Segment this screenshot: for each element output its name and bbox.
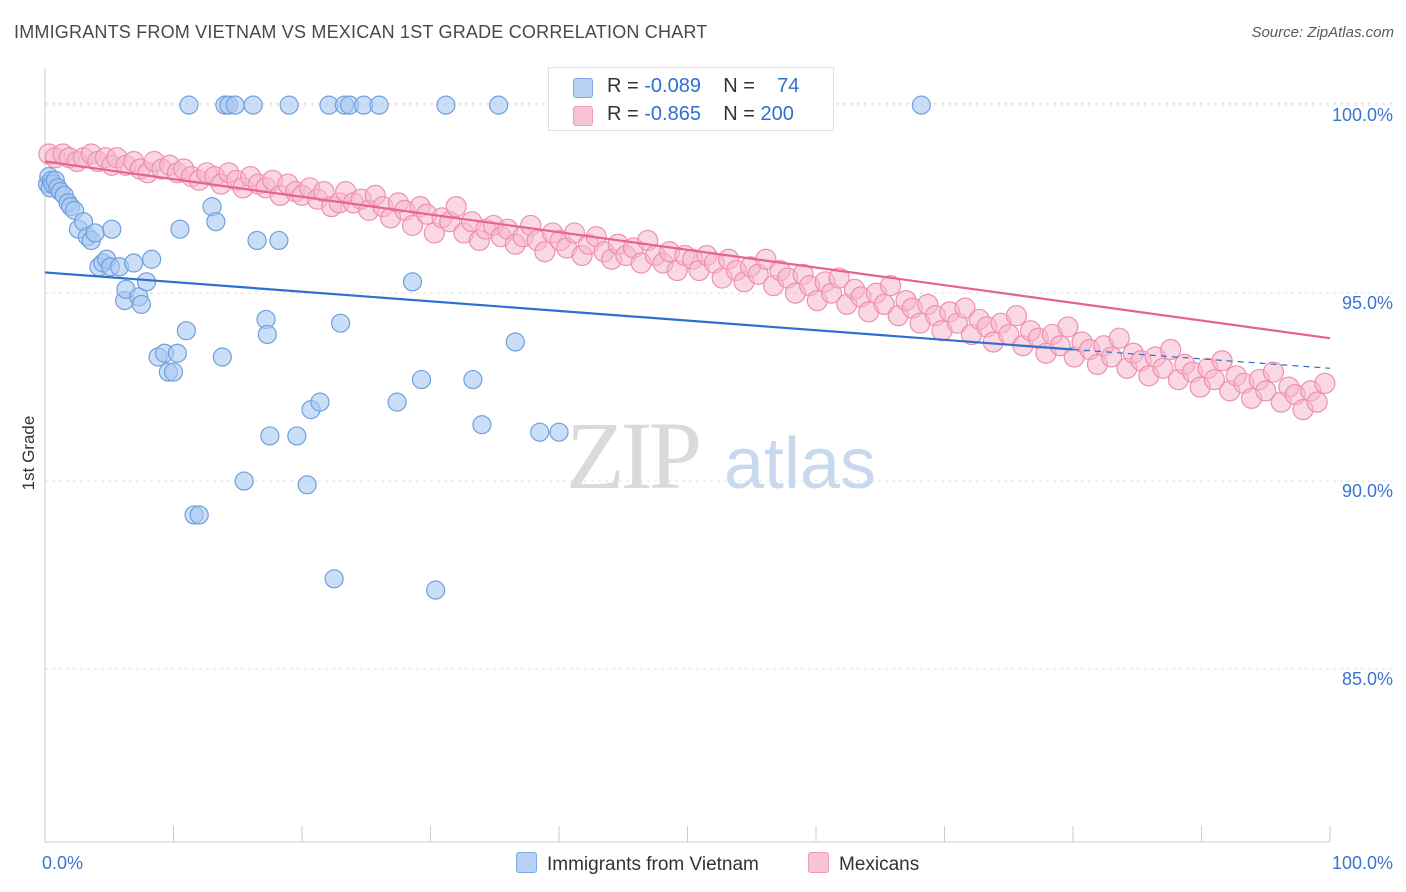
- point-mexicans: [1152, 357, 1174, 379]
- point-vietnam: [163, 362, 184, 382]
- trend-mexicans: [44, 160, 1331, 340]
- point-mexicans: [1160, 338, 1182, 361]
- y-axis-label: 1st Grade: [19, 416, 38, 491]
- point-vietnam: [142, 249, 162, 269]
- y-tick-label: 100.0%: [1332, 105, 1393, 125]
- point-vietnam: [176, 321, 196, 341]
- point-vietnam: [206, 212, 226, 232]
- legend-r-label: R =: [607, 75, 645, 97]
- point-vietnam: [324, 569, 344, 589]
- legend-r-label: R =: [607, 103, 645, 125]
- point-mexicans: [828, 267, 850, 289]
- correlation-legend: R = -0.089 N = 74 R = -0.865 N = 200: [548, 67, 834, 131]
- point-vietnam: [124, 253, 144, 273]
- point-vietnam: [247, 230, 267, 251]
- legend-n-value: 200: [760, 103, 794, 125]
- legend-n-value: 74: [777, 75, 800, 97]
- point-vietnam: [170, 219, 190, 239]
- trend-vietnam-extension: [1072, 348, 1331, 369]
- point-vietnam: [911, 95, 931, 115]
- bottom-legend-swatch-mexicans: [808, 852, 829, 873]
- point-vietnam: [489, 95, 509, 115]
- bottom-legend-mexicans: Mexicans: [808, 852, 919, 876]
- y-tick-label: 85.0%: [1342, 669, 1393, 689]
- point-vietnam: [257, 324, 277, 345]
- point-vietnam: [549, 422, 569, 442]
- point-mexicans: [873, 293, 895, 315]
- y-tick-label: 90.0%: [1342, 481, 1393, 501]
- bottom-legend-label-mexicans: Mexicans: [839, 854, 920, 875]
- point-vietnam: [402, 272, 423, 292]
- watermark: ZIP atlas: [566, 402, 876, 509]
- point-vietnam: [279, 95, 299, 115]
- watermark-zip: ZIP: [566, 402, 699, 509]
- legend-n-label: N =: [723, 75, 761, 97]
- point-vietnam: [426, 580, 446, 600]
- point-mexicans: [1262, 361, 1285, 383]
- y-tick-label: 95.0%: [1342, 293, 1393, 313]
- legend-text-vietnam: R = -0.089 N = 74: [607, 75, 799, 98]
- bottom-legend-vietnam: Immigrants from Vietnam: [516, 852, 759, 876]
- point-mexicans: [401, 214, 424, 237]
- point-vietnam: [387, 392, 407, 412]
- point-mexicans: [1306, 391, 1328, 413]
- point-mexicans: [1005, 305, 1028, 327]
- source-label: Source: ZipAtlas.com: [1251, 24, 1394, 41]
- point-mexicans: [445, 196, 467, 218]
- point-vietnam: [505, 332, 525, 352]
- point-vietnam: [189, 505, 209, 525]
- point-vietnam: [310, 392, 330, 412]
- point-vietnam: [234, 471, 254, 491]
- legend-text-mexicans: R = -0.865 N = 200: [607, 103, 794, 126]
- legend-r-value: -0.865: [644, 103, 701, 125]
- trend-vietnam: [44, 271, 1074, 351]
- point-vietnam: [102, 219, 122, 239]
- point-mexicans: [879, 274, 902, 297]
- point-vietnam: [243, 95, 263, 115]
- series-vietnam: [37, 95, 931, 600]
- point-vietnam: [225, 95, 245, 115]
- point-mexicans: [1203, 368, 1225, 391]
- chart-title: IMMIGRANTS FROM VIETNAM VS MEXICAN 1ST G…: [14, 22, 708, 42]
- point-mexicans: [1255, 380, 1277, 402]
- x-tick-label: 0.0%: [42, 853, 83, 873]
- point-mexicans: [1057, 316, 1079, 338]
- point-mexicans: [534, 241, 556, 263]
- point-vietnam: [330, 313, 351, 333]
- watermark-atlas: atlas: [724, 424, 876, 504]
- series-mexicans: [38, 143, 1336, 421]
- x-tick-label: 100.0%: [1332, 853, 1393, 873]
- trend-lines: [44, 160, 1331, 369]
- legend-r-value: -0.089: [644, 75, 701, 97]
- point-vietnam: [260, 426, 280, 446]
- point-mexicans: [1108, 327, 1130, 349]
- point-vietnam: [167, 343, 187, 363]
- point-vietnam: [131, 294, 151, 314]
- point-vietnam: [463, 369, 483, 390]
- point-vietnam: [212, 347, 232, 367]
- legend-swatch-vietnam: [573, 78, 593, 98]
- point-vietnam: [269, 230, 289, 251]
- point-vietnam: [436, 95, 456, 115]
- point-mexicans: [1049, 335, 1071, 357]
- axes: 85.0% 90.0% 95.0% 100.0% 0.0% 100.0%: [42, 68, 1393, 873]
- point-vietnam: [85, 223, 105, 243]
- bottom-legend-swatch-vietnam: [516, 852, 537, 873]
- point-vietnam: [411, 369, 432, 390]
- point-vietnam: [530, 422, 550, 442]
- point-mexicans: [954, 297, 976, 319]
- point-vietnam: [297, 475, 317, 495]
- point-vietnam: [472, 415, 492, 435]
- legend-swatch-mexicans: [573, 106, 593, 126]
- point-vietnam: [287, 426, 307, 446]
- point-mexicans: [1314, 372, 1336, 394]
- bottom-legend-label-vietnam: Immigrants from Vietnam: [547, 854, 759, 875]
- legend-n-label: N =: [723, 103, 761, 125]
- point-vietnam: [179, 95, 199, 115]
- point-vietnam: [369, 95, 389, 115]
- point-vietnam: [136, 272, 157, 292]
